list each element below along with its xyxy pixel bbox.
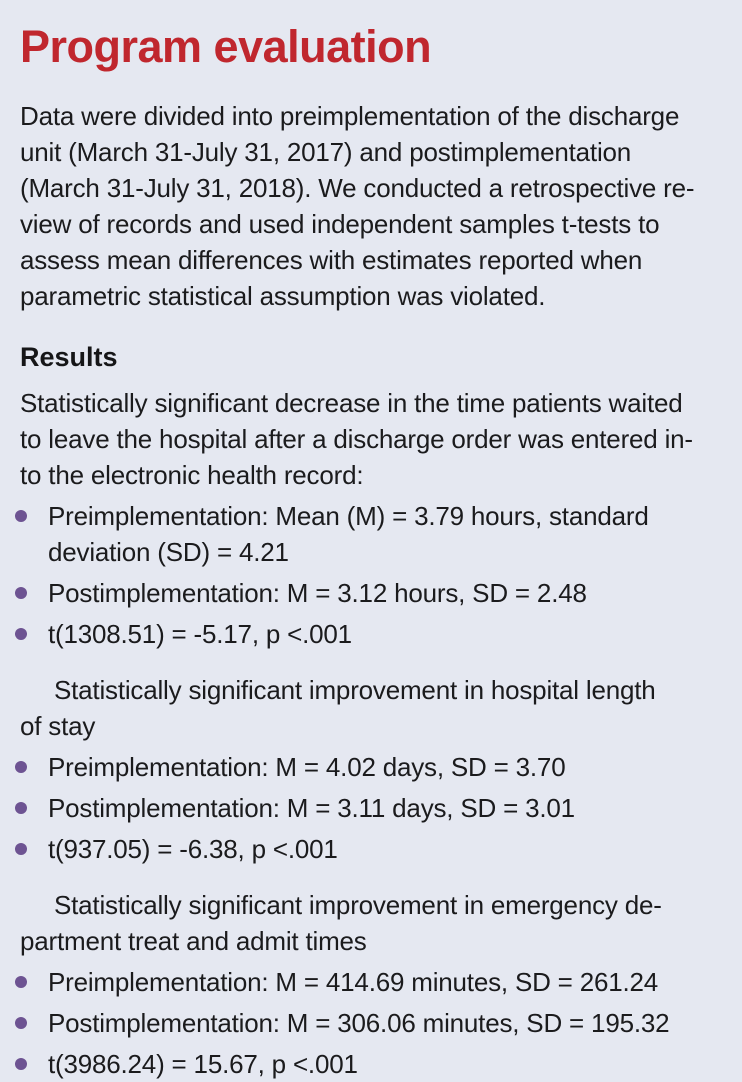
bullet-text: Postimplementation: M = 306.06 minutes, … bbox=[48, 1008, 670, 1038]
page-title: Program evaluation bbox=[20, 21, 432, 72]
intro-paragraph: Data were divided into preimplementation… bbox=[20, 101, 695, 311]
bullet-text: Preimplementation: M = 4.02 days, SD = 3… bbox=[48, 752, 566, 782]
bullet-text: t(937.05) = -6.38, p <.001 bbox=[48, 834, 338, 864]
length-of-stay-bullet-list: Preimplementation: M = 4.02 days, SD = 3… bbox=[15, 749, 724, 867]
bullet-icon bbox=[15, 587, 27, 599]
list-item: Preimplementation: M = 414.69 minutes, S… bbox=[15, 964, 724, 1000]
list-item: Postimplementation: M = 306.06 minutes, … bbox=[15, 1005, 724, 1041]
bullet-text: t(1308.51) = -5.17, p <.001 bbox=[48, 619, 352, 649]
bullet-icon bbox=[15, 510, 27, 522]
bullet-icon bbox=[15, 802, 27, 814]
ed-treat-admit-paragraph: Statistically significant improvement in… bbox=[20, 890, 662, 956]
bullet-icon bbox=[15, 1058, 27, 1070]
results-intro-paragraph: Statistically significant decrease in th… bbox=[20, 388, 693, 490]
bullet-text: t(3986.24) = 15.67, p <.001 bbox=[48, 1049, 358, 1079]
bullet-icon bbox=[15, 1017, 27, 1029]
bullet-icon bbox=[15, 976, 27, 988]
bullet-text: Preimplementation: M = 414.69 minutes, S… bbox=[48, 967, 659, 997]
bullet-icon bbox=[15, 628, 27, 640]
list-item: t(3986.24) = 15.67, p <.001 bbox=[15, 1046, 724, 1082]
ed-treat-admit-bullet-list: Preimplementation: M = 414.69 minutes, S… bbox=[15, 964, 724, 1082]
list-item: Postimplementation: M = 3.12 hours, SD =… bbox=[15, 575, 724, 611]
bullet-text: Postimplementation: M = 3.11 days, SD = … bbox=[48, 793, 575, 823]
wait-time-bullet-list: Preimplementation: Mean (M) = 3.79 hours… bbox=[15, 498, 724, 652]
results-heading: Results bbox=[20, 342, 118, 372]
list-item: Postimplementation: M = 3.11 days, SD = … bbox=[15, 790, 724, 826]
bullet-text: Postimplementation: M = 3.12 hours, SD =… bbox=[48, 578, 587, 608]
bullet-icon bbox=[15, 843, 27, 855]
list-item: Preimplementation: M = 4.02 days, SD = 3… bbox=[15, 749, 724, 785]
list-item: t(937.05) = -6.38, p <.001 bbox=[15, 831, 724, 867]
length-of-stay-paragraph: Statistically significant improvement in… bbox=[20, 675, 656, 741]
bullet-icon bbox=[15, 761, 27, 773]
bullet-text: Preimplementation: Mean (M) = 3.79 hours… bbox=[48, 501, 649, 567]
list-item: Preimplementation: Mean (M) = 3.79 hours… bbox=[15, 498, 724, 570]
list-item: t(1308.51) = -5.17, p <.001 bbox=[15, 616, 724, 652]
